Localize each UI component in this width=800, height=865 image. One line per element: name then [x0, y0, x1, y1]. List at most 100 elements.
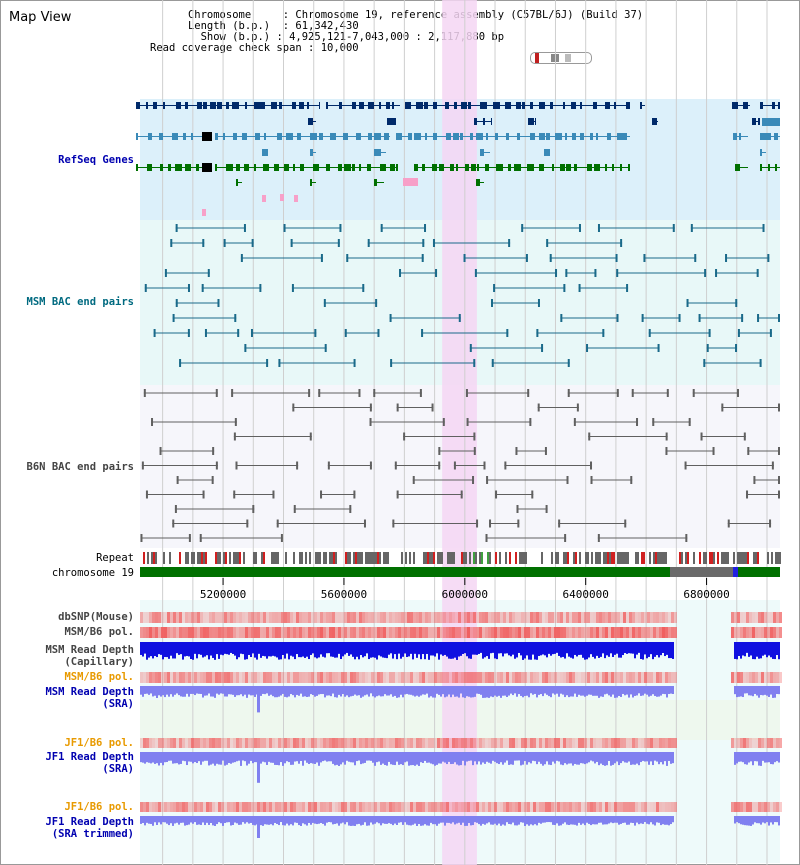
depth-bar: [462, 642, 464, 654]
depth-bar: [538, 642, 540, 656]
chromosome-ideogram[interactable]: [530, 52, 592, 64]
pol-cell: [767, 612, 770, 623]
depth-bar: [348, 686, 350, 698]
pol-cell: [599, 802, 602, 812]
msm-bac-pair-end: [283, 224, 286, 232]
pol-cell: [599, 612, 602, 623]
track-label-refseq[interactable]: RefSeq Genes: [58, 154, 134, 166]
track-label-msm-bac[interactable]: MSM BAC end pairs: [26, 296, 134, 308]
pol-cell: [635, 802, 638, 812]
depth-bar: [248, 642, 250, 655]
depth-bar: [530, 816, 532, 825]
gene-exon: [294, 195, 298, 202]
pol-cell: [392, 672, 395, 683]
b6n-bac-pair-end: [616, 389, 619, 397]
track-label-repeat[interactable]: Repeat: [96, 552, 134, 564]
pol-cell: [335, 802, 338, 812]
depth-bar: [538, 816, 540, 823]
depth-bar: [250, 686, 252, 696]
msm-bac-pair-end: [508, 239, 511, 247]
pol-cell: [272, 738, 275, 748]
pol-cell: [605, 627, 608, 638]
track-label-dbsnp[interactable]: dbSNP(Mouse): [58, 611, 134, 623]
pol-cell: [743, 612, 746, 623]
b6n-bac-pair-end: [567, 389, 570, 397]
pol-cell: [155, 627, 158, 638]
pol-cell: [536, 738, 539, 748]
depth-bar: [288, 816, 290, 826]
pol-cell: [767, 627, 770, 638]
depth-bar: [284, 686, 286, 697]
depth-bar: [596, 642, 598, 656]
depth-bar: [180, 816, 182, 823]
track-label-msm-depth-cap[interactable]: MSM Read Depth (Capillary): [45, 644, 134, 668]
depth-bar: [476, 686, 478, 694]
gene-exon: [384, 133, 389, 140]
depth-bar: [556, 686, 558, 694]
depth-bar: [596, 752, 598, 762]
depth-bar: [402, 752, 404, 766]
repeat-mark: [187, 552, 189, 564]
depth-bar: [438, 642, 440, 660]
depth-bar: [458, 642, 460, 657]
pol-cell: [242, 612, 245, 623]
track-label-msm-b6-pol[interactable]: MSM/B6 pol.: [64, 626, 134, 638]
depth-bar: [672, 816, 674, 823]
b6n-bac-pair-end: [188, 534, 191, 542]
track-label-jf1-b6-pol[interactable]: JF1/B6 pol.: [64, 737, 134, 749]
pol-cell: [734, 802, 737, 812]
depth-bar: [760, 686, 762, 696]
depth-bar: [580, 642, 582, 655]
track-label-msm-b6-pol-2[interactable]: MSM/B6 pol.: [64, 671, 134, 683]
pol-cell: [446, 672, 449, 683]
pol-cell: [770, 802, 773, 812]
repeat-mark: [473, 552, 475, 564]
depth-bar: [426, 686, 428, 694]
pol-cell: [230, 672, 233, 683]
repeat-mark: [369, 552, 371, 564]
depth-bar: [300, 816, 302, 826]
depth-bar: [604, 642, 606, 659]
repeat-mark: [775, 552, 777, 564]
pol-cell: [254, 738, 257, 748]
pol-cell: [260, 738, 263, 748]
pol-cell: [572, 738, 575, 748]
pol-cell: [617, 672, 620, 683]
pol-cell: [260, 627, 263, 638]
gene-exon: [574, 164, 577, 171]
depth-bar: [616, 642, 618, 654]
pol-cell: [413, 612, 416, 623]
pol-cell: [287, 738, 290, 748]
pol-cell: [449, 612, 452, 623]
pol-cell: [185, 738, 188, 748]
depth-bar: [774, 816, 776, 823]
gene-exon: [471, 164, 476, 171]
depth-bar: [238, 642, 240, 658]
depth-bar: [162, 686, 164, 696]
depth-bar: [466, 752, 468, 762]
b6n-bac-pair-end: [537, 403, 540, 412]
depth-bar: [432, 642, 434, 656]
depth-bar: [260, 752, 262, 764]
pol-cell: [335, 738, 338, 748]
depth-bar: [628, 642, 630, 654]
pol-cell: [500, 612, 503, 623]
depth-bar: [614, 642, 616, 655]
repeat-mark: [727, 552, 729, 564]
track-label-jf1-depth-sra[interactable]: JF1 Read Depth (SRA): [45, 751, 134, 775]
pol-cell: [284, 672, 287, 683]
depth-bar: [408, 752, 410, 766]
pol-cell: [275, 627, 278, 638]
track-label-b6n-bac[interactable]: B6N BAC end pairs: [26, 461, 134, 473]
depth-bar: [214, 642, 216, 660]
track-label-jf1-b6-pol-2[interactable]: JF1/B6 pol.: [64, 801, 134, 813]
depth-bar: [530, 752, 532, 764]
msm-bac-pair-end: [353, 359, 356, 367]
pol-cell: [512, 672, 515, 683]
depth-bar: [154, 642, 156, 657]
track-label-chromosome[interactable]: chromosome 19: [51, 567, 134, 579]
track-label-jf1-depth-trim[interactable]: JF1 Read Depth (SRA trimmed): [45, 816, 134, 840]
track-label-msm-depth-sra[interactable]: MSM Read Depth (SRA): [45, 686, 134, 710]
pol-cell: [584, 672, 587, 683]
